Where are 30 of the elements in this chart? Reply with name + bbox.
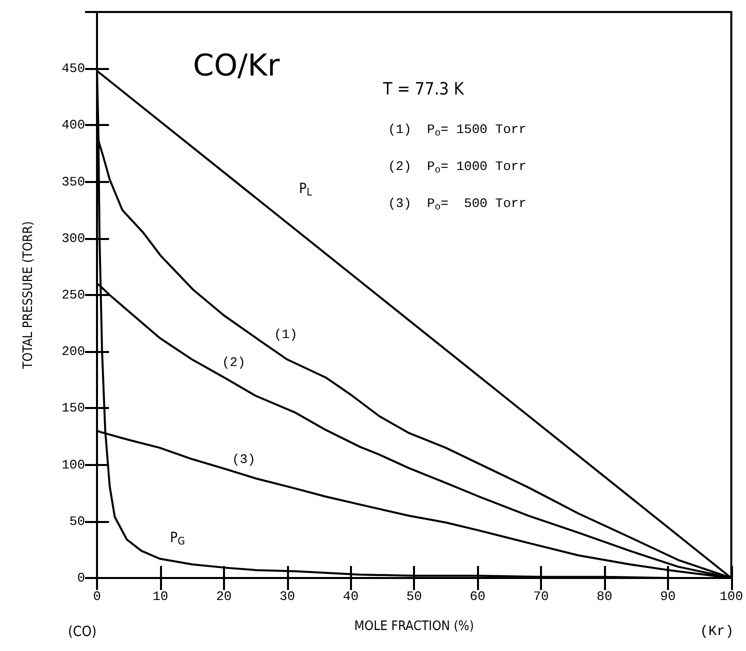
y-tick-label: 0: [77, 570, 85, 586]
x-tick-label: 30: [279, 589, 296, 604]
y-tick-label: 200: [62, 344, 85, 360]
y-tick-label: 250: [62, 288, 85, 302]
text: CO/Kr: [193, 48, 280, 84]
x-tick-label: 70: [533, 589, 549, 604]
x-tick-label: 20: [216, 589, 232, 604]
y-tick-label: 300: [62, 230, 85, 246]
x-tick-label: 40: [342, 589, 359, 604]
x-tick-label: 80: [596, 589, 612, 604]
text: (Kr): [700, 624, 734, 640]
y-tick-label: 350: [62, 174, 85, 190]
y-axis-title: TOTAL PRESSURE (TORR): [21, 221, 36, 370]
y-tick-label: 50: [69, 514, 85, 529]
x-axis-title: MOLE FRACTION (%): [354, 619, 474, 634]
annotation: (1): [274, 327, 298, 342]
x-tick-label: 10: [152, 589, 168, 604]
x-tick-label: 90: [660, 589, 676, 604]
y-tick-label: 450: [62, 61, 85, 76]
x-tick-label: 50: [406, 589, 422, 604]
x-tick-label: 60: [470, 589, 486, 604]
y-tick-label: 150: [62, 400, 85, 416]
x-tick-label: 0: [93, 589, 101, 604]
x-tick-label: 100: [720, 589, 743, 604]
text: (CO): [68, 624, 97, 640]
annotation: T = 77.3 K: [382, 80, 465, 100]
annotation: (2): [222, 355, 246, 370]
y-tick-label: 100: [62, 457, 85, 472]
annotation: (3): [232, 452, 256, 467]
y-tick-label: 400: [62, 118, 85, 133]
